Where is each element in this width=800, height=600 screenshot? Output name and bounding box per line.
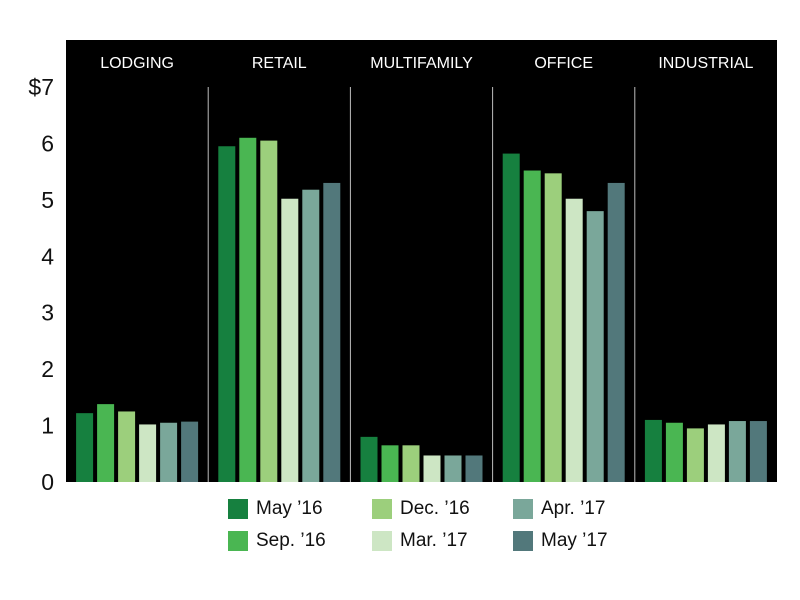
bar [544, 173, 562, 483]
bar [181, 421, 199, 482]
y-tick-label: 1 [41, 413, 54, 439]
legend-label: Dec. ’16 [400, 498, 470, 519]
bar [502, 153, 520, 483]
legend-label: May ’16 [256, 498, 323, 519]
bar [97, 404, 115, 482]
bar [707, 424, 725, 482]
legend-swatch [228, 499, 248, 519]
bar [118, 411, 136, 482]
y-tick-label: 2 [41, 356, 54, 382]
bar [749, 421, 767, 482]
y-tick-label: 6 [41, 130, 54, 156]
legend-item: May ’17 [513, 530, 608, 552]
bar [160, 422, 178, 482]
bar [444, 455, 462, 482]
category-label: INDUSTRIAL [658, 55, 753, 72]
legend-item: Dec. ’16 [372, 498, 470, 520]
legend-item: Mar. ’17 [372, 530, 468, 552]
legend-label: May ’17 [541, 530, 608, 551]
bar [139, 424, 157, 482]
category-label: RETAIL [252, 55, 307, 72]
legend: May ’16 Sep. ’16 Dec. ’16 Mar. ’17 Apr. ’17 M… [228, 498, 648, 562]
y-tick-label: $7 [28, 74, 54, 100]
bar [239, 137, 257, 483]
legend-swatch [513, 531, 533, 551]
legend-item: Apr. ’17 [513, 498, 605, 520]
legend-item: Sep. ’16 [228, 530, 326, 552]
bar [523, 170, 541, 482]
bar [565, 198, 583, 482]
y-tick-label: 5 [41, 187, 54, 213]
bar [586, 211, 604, 482]
bar [360, 436, 378, 482]
legend-swatch [228, 531, 248, 551]
bar [76, 413, 94, 482]
bar [323, 182, 341, 482]
legend-swatch [513, 499, 533, 519]
bar [381, 445, 399, 482]
category-label: MULTIFAMILY [370, 55, 473, 72]
bar [423, 455, 441, 482]
bar [644, 419, 662, 482]
bar [665, 422, 683, 482]
legend-swatch [372, 499, 392, 519]
bar [402, 445, 420, 482]
y-tick-label: 3 [41, 300, 54, 326]
plot-background [66, 40, 777, 482]
legend-label: Apr. ’17 [541, 498, 606, 519]
y-tick-label: 0 [41, 469, 54, 495]
category-label: LODGING [100, 55, 174, 72]
legend-swatch [372, 531, 392, 551]
bar [281, 198, 299, 482]
bar [465, 455, 483, 482]
legend-item: May ’16 [228, 498, 323, 520]
bar [607, 182, 625, 482]
bar [218, 146, 236, 482]
legend-label: Sep. ’16 [256, 530, 326, 551]
bar [302, 189, 320, 482]
bar [686, 428, 704, 482]
legend-label: Mar. ’17 [400, 530, 468, 551]
bar [260, 140, 278, 482]
bar [728, 421, 746, 482]
category-label: OFFICE [534, 55, 593, 72]
y-tick-label: 4 [41, 243, 54, 269]
